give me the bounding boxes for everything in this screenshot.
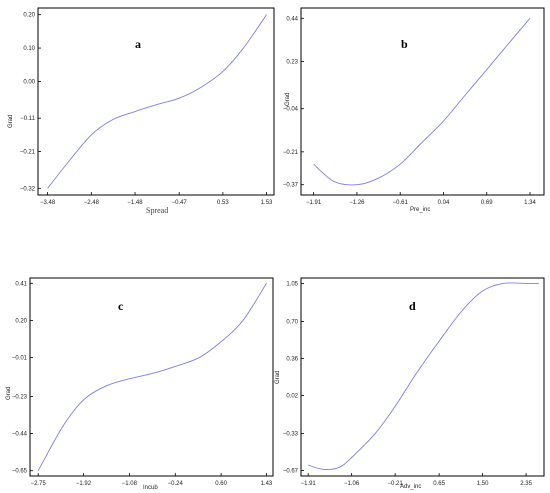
- x-axis-label: Spread: [146, 206, 168, 215]
- plot-frame: [29, 277, 274, 477]
- y-tick-label: −0.37: [283, 183, 299, 189]
- x-tick-label: 0.04: [438, 200, 450, 206]
- x-tick-label: −1.91: [301, 481, 317, 487]
- y-tick-label: −0.65: [12, 469, 28, 475]
- panel-label: b: [401, 37, 408, 51]
- x-tick-label: −2.75: [31, 481, 47, 487]
- y-axis-label: Grad: [8, 115, 14, 128]
- y-tick-label: 0.70: [286, 320, 298, 326]
- x-tick-label: 0.53: [217, 200, 229, 206]
- panel-c: c Grad Incub −2.75 −1.92 −1.08 −0.24 0.60 1.4…: [6, 277, 274, 491]
- x-tick-label: −0.61: [393, 200, 409, 206]
- x-tick-label: −2.48: [84, 200, 100, 206]
- y-tick-label: 0.36: [286, 357, 298, 363]
- panel-label: c: [118, 299, 124, 313]
- x-tick-label: 1.53: [261, 200, 273, 206]
- series-line: [308, 282, 539, 471]
- x-tick-label: −1.08: [122, 481, 138, 487]
- x-axis-label: Pre_inc: [410, 207, 430, 213]
- panel-d: d Grad Adv_inc −1.91 −1.06 −0.21 0.65 1.50 2.…: [275, 277, 545, 490]
- x-tick-label: −1.26: [349, 200, 365, 206]
- x-tick-label: −0.24: [168, 481, 184, 487]
- y-axis-label: Grad: [285, 93, 291, 106]
- panel-b: b Grad Pre_inc −1.91 −1.26 −0.61 0.04 0.69 1.…: [283, 7, 545, 213]
- y-tick-label: −0.23: [12, 394, 28, 400]
- plot-frame: [300, 277, 545, 477]
- x-tick-label: −1.91: [306, 200, 322, 206]
- y-tick-label: −0.21: [20, 150, 36, 156]
- y-axis-label: Grad: [275, 371, 281, 384]
- x-tick-label: 0.69: [481, 200, 493, 206]
- x-tick-label: −3.48: [40, 200, 56, 206]
- y-tick-label: 0.00: [23, 79, 35, 85]
- x-tick-label: 2.35: [520, 481, 532, 487]
- x-tick-label: 1.43: [261, 481, 273, 487]
- y-tick-label: 0.20: [15, 318, 27, 324]
- y-tick-label: −0.44: [12, 432, 28, 438]
- plot-frame: [37, 7, 275, 196]
- y-tick-label: −0.01: [12, 356, 28, 362]
- x-tick-label: −0.21: [388, 481, 404, 487]
- y-tick-label: −0.33: [283, 432, 299, 438]
- x-tick-label: −1.92: [76, 481, 92, 487]
- series-line: [313, 17, 531, 186]
- y-tick-label: 0.10: [23, 46, 35, 52]
- y-tick-label: 1.05: [286, 281, 298, 287]
- x-tick-label: −0.47: [172, 200, 188, 206]
- y-axis-label: Grad: [6, 387, 12, 400]
- y-tick-label: 0.23: [286, 59, 298, 65]
- y-tick-label: −0.11: [20, 116, 35, 122]
- x-axis-label: Incub: [143, 485, 158, 491]
- x-tick-label: 1.50: [477, 481, 489, 487]
- y-tick-label: −0.21: [283, 150, 299, 156]
- y-tick-label: 0.20: [23, 13, 35, 19]
- panel-label: d: [409, 299, 416, 313]
- y-tick-label: −0.32: [20, 186, 36, 192]
- series-line: [47, 14, 267, 189]
- x-axis-label: Adv_inc: [400, 484, 421, 490]
- y-tick-label: 0.02: [286, 393, 298, 399]
- panel-a: a Grad Spread −3.48 −2.48 −1.48 −0.47 0.53 1.…: [8, 7, 275, 215]
- y-tick-label: 0.44: [286, 16, 298, 22]
- plot-frame: [300, 7, 545, 196]
- x-tick-label: 0.65: [433, 481, 445, 487]
- y-tick-label: −0.04: [283, 107, 299, 113]
- x-tick-label: −1.06: [344, 481, 360, 487]
- series-line: [37, 283, 267, 471]
- x-tick-label: 0.60: [215, 481, 227, 487]
- x-tick-label: −1.48: [127, 200, 143, 206]
- panel-label: a: [135, 37, 141, 51]
- y-tick-label: 0.41: [15, 281, 27, 287]
- x-tick-label: 1.34: [524, 200, 536, 206]
- y-tick-label: −0.67: [283, 469, 299, 475]
